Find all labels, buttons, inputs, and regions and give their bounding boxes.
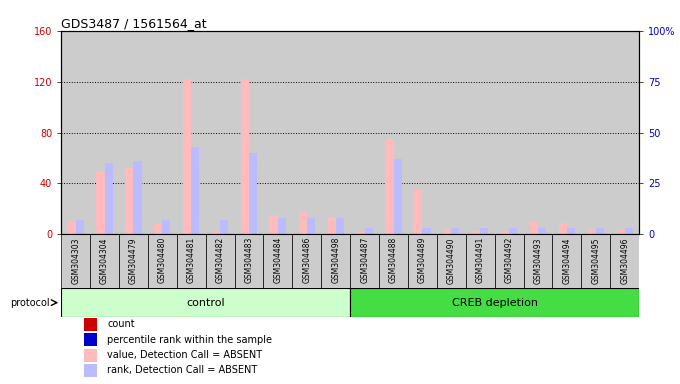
Bar: [538, 228, 546, 234]
Bar: [466, 234, 494, 288]
Bar: [480, 228, 488, 234]
Bar: [379, 234, 408, 288]
Text: GSM304491: GSM304491: [476, 237, 485, 283]
Text: GSM304492: GSM304492: [505, 237, 513, 283]
Bar: [617, 229, 625, 234]
Bar: [61, 288, 350, 318]
Bar: [278, 218, 286, 234]
Bar: [154, 224, 163, 234]
Bar: [414, 190, 422, 234]
Text: GSM304494: GSM304494: [562, 237, 571, 283]
Bar: [205, 234, 235, 288]
Bar: [292, 234, 321, 288]
Text: GSM304304: GSM304304: [100, 237, 109, 283]
Bar: [567, 228, 575, 234]
Bar: [249, 153, 257, 234]
Bar: [364, 228, 373, 234]
Bar: [61, 234, 90, 288]
Text: GSM304484: GSM304484: [273, 237, 282, 283]
Text: GSM304488: GSM304488: [389, 237, 398, 283]
Text: value, Detection Call = ABSENT: value, Detection Call = ABSENT: [107, 350, 262, 360]
Bar: [97, 171, 105, 234]
Bar: [84, 318, 97, 331]
Bar: [307, 218, 315, 234]
Bar: [443, 229, 452, 234]
Bar: [494, 234, 524, 288]
Bar: [299, 212, 307, 234]
Bar: [596, 228, 604, 234]
Bar: [263, 234, 292, 288]
Bar: [581, 234, 610, 288]
Bar: [84, 364, 97, 377]
Text: count: count: [107, 319, 135, 329]
Bar: [356, 232, 364, 234]
Bar: [386, 139, 394, 234]
Bar: [183, 79, 191, 234]
Bar: [148, 234, 177, 288]
Bar: [625, 228, 633, 234]
Text: GSM304490: GSM304490: [447, 237, 456, 283]
Bar: [336, 218, 344, 234]
Bar: [125, 168, 133, 234]
Text: GSM304483: GSM304483: [245, 237, 254, 283]
Bar: [452, 228, 460, 234]
Bar: [163, 220, 171, 234]
Bar: [422, 228, 430, 234]
Text: GSM304496: GSM304496: [620, 237, 629, 283]
Bar: [350, 288, 639, 318]
Text: percentile rank within the sample: percentile rank within the sample: [107, 335, 273, 345]
Bar: [394, 159, 402, 234]
Bar: [350, 234, 379, 288]
Bar: [588, 229, 596, 234]
Text: GDS3487 / 1561564_at: GDS3487 / 1561564_at: [61, 17, 207, 30]
Text: GSM304493: GSM304493: [534, 237, 543, 283]
Bar: [84, 349, 97, 362]
Bar: [119, 234, 148, 288]
Bar: [270, 215, 278, 234]
Text: control: control: [186, 298, 225, 308]
Text: GSM304498: GSM304498: [331, 237, 340, 283]
Bar: [472, 230, 480, 234]
Bar: [610, 234, 639, 288]
Bar: [220, 220, 228, 234]
Text: CREB depletion: CREB depletion: [452, 298, 538, 308]
Bar: [552, 234, 581, 288]
Bar: [67, 222, 75, 234]
Text: GSM304303: GSM304303: [71, 237, 80, 283]
Bar: [241, 79, 249, 234]
Bar: [191, 147, 199, 234]
Bar: [408, 234, 437, 288]
Text: GSM304495: GSM304495: [592, 237, 600, 283]
Text: protocol: protocol: [10, 298, 50, 308]
Bar: [328, 217, 336, 234]
Text: GSM304482: GSM304482: [216, 237, 224, 283]
Text: GSM304480: GSM304480: [158, 237, 167, 283]
Text: GSM304487: GSM304487: [360, 237, 369, 283]
Bar: [212, 232, 220, 234]
Bar: [509, 228, 517, 234]
Text: GSM304479: GSM304479: [129, 237, 138, 283]
Bar: [133, 161, 141, 234]
Bar: [501, 230, 509, 234]
Bar: [105, 163, 113, 234]
Bar: [559, 223, 567, 234]
Bar: [84, 333, 97, 346]
Bar: [177, 234, 205, 288]
Text: GSM304481: GSM304481: [187, 237, 196, 283]
Bar: [75, 220, 84, 234]
Text: GSM304489: GSM304489: [418, 237, 427, 283]
Bar: [437, 234, 466, 288]
Bar: [530, 222, 538, 234]
Bar: [90, 234, 119, 288]
Text: rank, Detection Call = ABSENT: rank, Detection Call = ABSENT: [107, 366, 258, 376]
Bar: [235, 234, 263, 288]
Bar: [321, 234, 350, 288]
Bar: [524, 234, 552, 288]
Text: GSM304486: GSM304486: [303, 237, 311, 283]
